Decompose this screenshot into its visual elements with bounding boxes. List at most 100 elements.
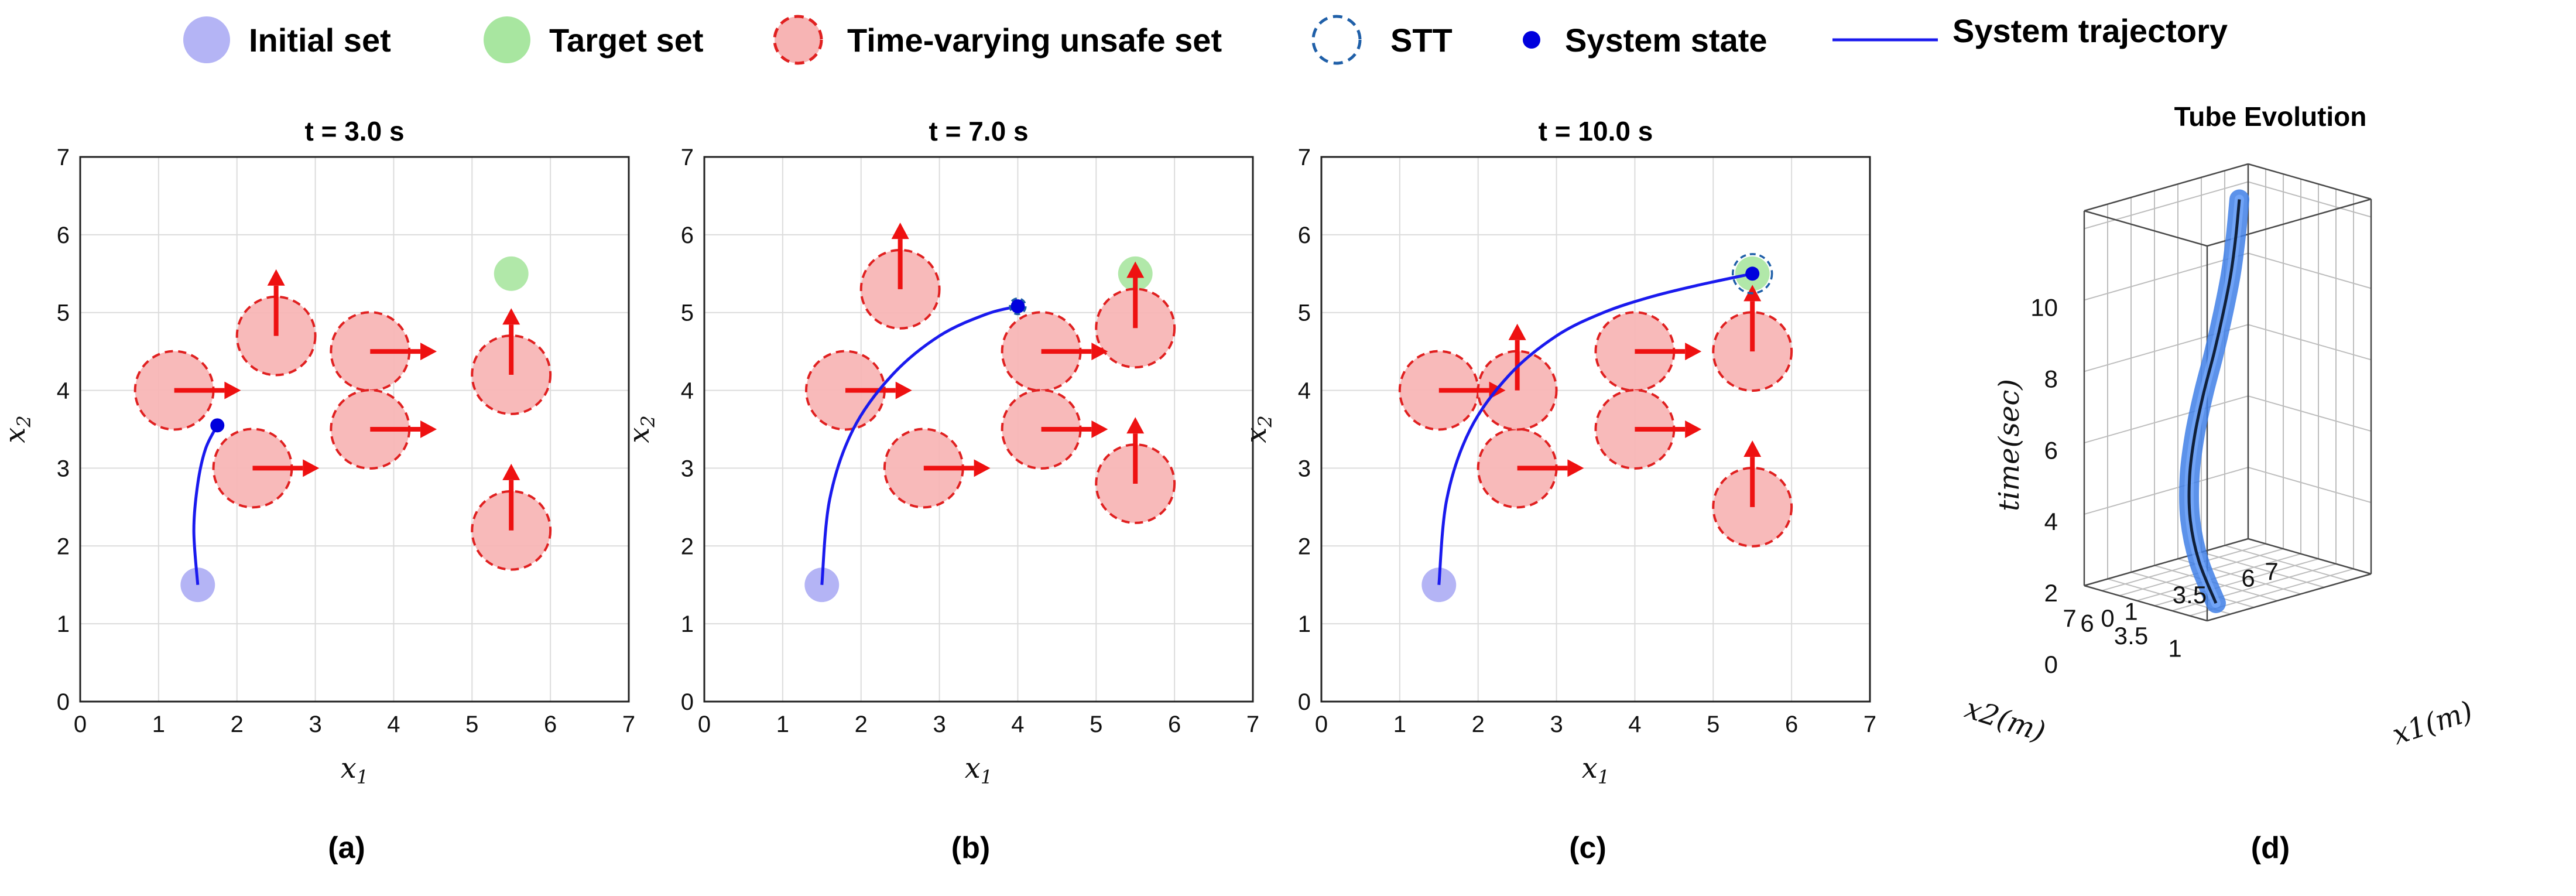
grid-line — [2248, 395, 2372, 432]
panel-title: t = 7.0 s — [929, 116, 1028, 146]
x-tick-label: 6 — [1168, 712, 1181, 737]
y-tick-label: 7 — [681, 145, 694, 170]
x-tick-label: 3 — [1550, 712, 1563, 737]
x-tick-label: 0 — [1315, 712, 1328, 737]
legend-initial-label: Initial set — [249, 22, 391, 59]
time-tick-label: 0 — [2044, 651, 2058, 678]
grid-line — [2171, 563, 2337, 611]
time-tick-label: 2 — [2044, 579, 2058, 607]
x-tick-label: 3 — [933, 712, 946, 737]
caption-d: (d) — [2251, 831, 2290, 865]
legend-unsafe-label: Time-varying unsafe set — [847, 22, 1222, 59]
motion-arrow-head — [502, 308, 520, 325]
grid-line — [2084, 395, 2249, 444]
grid-line — [2248, 467, 2372, 504]
x-tick-label: 2 — [1472, 712, 1485, 737]
x-tick-label: 0 — [698, 712, 711, 737]
unsafe-set — [859, 248, 941, 330]
x-tick-label: 4 — [387, 712, 400, 737]
x-axis-label: x1 — [341, 752, 368, 788]
system-trajectory — [1437, 272, 1753, 585]
system-state — [210, 418, 225, 433]
time-tick-label: 6 — [2044, 436, 2058, 464]
motion-arrow-head — [1685, 420, 1702, 438]
y-tick-label: 1 — [681, 611, 694, 637]
legend-target-label: Target set — [549, 22, 703, 59]
legend-state-marker — [1523, 31, 1540, 49]
x-tick-label: 7 — [1246, 712, 1259, 737]
x1-tick-label: 6 — [2241, 564, 2255, 591]
y-tick-label: 0 — [681, 689, 694, 715]
y-tick-label: 0 — [1298, 689, 1311, 715]
x-tick-label: 1 — [1393, 712, 1406, 737]
grid-line — [2248, 181, 2372, 218]
motion-arrow-head — [420, 343, 437, 361]
y-tick-label: 2 — [1298, 534, 1311, 559]
legend-initial-marker — [183, 16, 230, 63]
legend-state-label: System state — [1565, 22, 1767, 59]
time-tick-label: 8 — [2044, 365, 2058, 392]
y-tick-label: 4 — [681, 378, 694, 404]
legend-target-marker — [484, 16, 530, 63]
y-tick-label: 6 — [1298, 223, 1311, 248]
y-tick-label: 3 — [1298, 456, 1311, 481]
panel-d-title: Tube Evolution — [2174, 101, 2367, 132]
motion-arrow-head — [891, 223, 909, 240]
x-axis-label: x1 — [965, 752, 992, 788]
motion-arrow-head — [502, 463, 520, 480]
time-tick-label: 4 — [2044, 508, 2058, 535]
motion-arrow-head — [1508, 323, 1526, 340]
system-state — [1010, 299, 1025, 314]
panel-a: t = 3.0 s 0 1 2 3 4 5 6 7 0 1 2 3 4 5 6 7 x1 x2 — [0, 116, 635, 788]
y-tick-label: 4 — [1298, 378, 1311, 404]
panel-d-3d-box — [2083, 163, 2372, 622]
grid-line — [2136, 553, 2301, 601]
x2-tick-label: 3.5 — [2114, 622, 2148, 649]
legend-stt-label: STT — [1390, 22, 1453, 59]
plot-frame — [1320, 156, 1871, 703]
motion-arrow-head — [1091, 343, 1108, 361]
grid-line — [2130, 572, 2255, 608]
box-edge — [2084, 163, 2249, 212]
motion-arrow-head — [303, 459, 320, 477]
y-tick-label: 5 — [681, 300, 694, 326]
plot-area — [704, 157, 1253, 702]
x2-tick-label: 1 — [2168, 634, 2181, 662]
grid-line — [2101, 543, 2266, 591]
y-axis-label: x2 — [0, 415, 35, 443]
x1-tick-label: 3.5 — [2173, 581, 2207, 608]
grid-line — [2084, 181, 2249, 230]
box-edge — [2084, 538, 2249, 587]
y-tick-label: 3 — [57, 456, 70, 481]
plot-frame — [79, 156, 630, 703]
tube-trajectory — [2187, 199, 2241, 604]
y-tick-label: 1 — [57, 611, 70, 637]
grid-line — [2084, 252, 2249, 301]
system-trajectory — [820, 305, 1019, 585]
y-tick-label: 0 — [57, 689, 70, 715]
x-tick-label: 5 — [1707, 712, 1719, 737]
x1-tick-label: 0 — [2101, 604, 2114, 632]
y-tick-label: 2 — [57, 534, 70, 559]
grid-line — [2248, 252, 2372, 289]
motion-arrow-head — [1126, 417, 1145, 434]
x-tick-label: 6 — [1785, 712, 1798, 737]
panel-title: t = 3.0 s — [304, 116, 404, 146]
panel-d-x2-label: x2(m) — [1961, 692, 2049, 748]
y-tick-label: 7 — [1298, 145, 1311, 170]
x-tick-label: 0 — [74, 712, 87, 737]
motion-arrow-head — [895, 381, 912, 399]
x-tick-label: 1 — [152, 712, 165, 737]
grid-line — [2224, 545, 2348, 582]
x2-tick-label: 7 — [2063, 604, 2076, 632]
box-edge — [2084, 210, 2208, 247]
grid-line — [2154, 558, 2319, 607]
panel-d-x1-label: x1(m) — [2389, 695, 2477, 751]
y-tick-label: 5 — [1298, 300, 1311, 326]
motion-arrow-head — [224, 381, 241, 399]
